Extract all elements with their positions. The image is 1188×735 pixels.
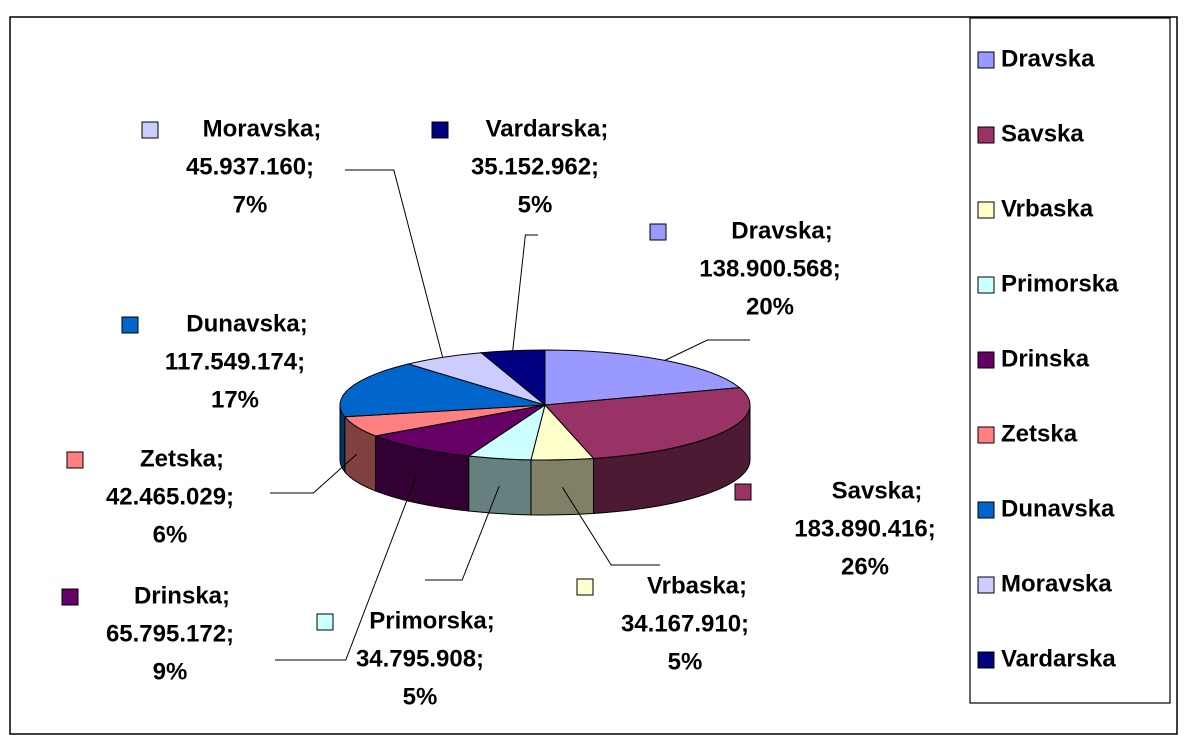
slice-side	[530, 457, 594, 516]
data-label-value: 117.549.174;	[165, 348, 305, 375]
data-label-percent: 9%	[153, 658, 188, 685]
legend-label: Savska	[1001, 120, 1084, 147]
slice	[339, 363, 546, 418]
label-swatch	[141, 121, 159, 139]
data-label-name: Vrbaska;	[647, 572, 747, 599]
slice	[544, 349, 741, 406]
data-label-percent: 5%	[518, 191, 553, 218]
legend-swatch	[977, 501, 995, 519]
legend-swatch	[977, 276, 995, 294]
legend-box	[969, 17, 1171, 704]
legend-swatch	[977, 126, 995, 144]
data-label-value: 42.465.029;	[106, 483, 234, 510]
data-label-name: Primorska;	[369, 607, 494, 634]
leader-line	[270, 453, 358, 494]
legend-swatch	[977, 576, 995, 594]
label-swatch	[649, 223, 667, 241]
leader-line	[512, 234, 538, 351]
data-label-value: 183.890.416;	[794, 515, 935, 542]
data-label-value: 65.795.172;	[106, 620, 234, 647]
slice	[543, 387, 751, 459]
label-swatch	[66, 451, 84, 469]
legend-swatch	[977, 201, 995, 219]
data-label-value: 34.795.908;	[356, 645, 484, 672]
legend-label: Drinska	[1001, 345, 1090, 372]
data-label-value: 34.167.910;	[621, 610, 749, 637]
slice	[479, 349, 546, 407]
data-label-name: Zetska;	[140, 445, 224, 472]
label-swatch	[576, 578, 594, 596]
data-label-percent: 26%	[841, 553, 889, 580]
legend-label: Vardarska	[1001, 645, 1116, 672]
data-label-value: 45.937.160;	[186, 153, 314, 180]
data-label-percent: 5%	[668, 648, 703, 675]
legend-swatch	[977, 51, 995, 69]
data-label-name: Moravska;	[203, 115, 322, 142]
leader-line	[561, 487, 660, 566]
label-swatch	[316, 613, 334, 631]
leader-line	[425, 485, 500, 581]
legend-label: Dunavska	[1001, 495, 1115, 522]
legend-swatch	[977, 651, 995, 669]
label-swatch	[121, 316, 139, 334]
legend-swatch	[977, 426, 995, 444]
legend-label: Zetska	[1001, 420, 1078, 447]
data-label-value: 138.900.568;	[699, 255, 840, 282]
data-label-name: Savska;	[832, 477, 923, 504]
data-label-name: Drinska;	[134, 582, 230, 609]
data-label-name: Vardarska;	[486, 115, 609, 142]
data-label-percent: 6%	[153, 521, 188, 548]
legend-label: Moravska	[1001, 570, 1112, 597]
slice-side	[468, 455, 532, 516]
legend-swatch	[977, 351, 995, 369]
label-swatch	[431, 121, 449, 139]
slice	[373, 404, 546, 457]
leader-line	[345, 169, 444, 358]
label-swatch	[61, 588, 79, 606]
data-label-name: Dravska;	[731, 217, 832, 244]
legend-label: Vrbaska	[1001, 195, 1094, 222]
data-label-name: Dunavska;	[186, 310, 307, 337]
legend-label: Dravska	[1001, 45, 1095, 72]
data-label-percent: 17%	[211, 386, 259, 413]
leader-line	[275, 475, 417, 661]
data-label-percent: 5%	[403, 683, 438, 710]
label-swatch	[734, 483, 752, 501]
data-label-percent: 7%	[233, 191, 268, 218]
legend-label: Primorska	[1001, 270, 1119, 297]
data-label-percent: 20%	[746, 293, 794, 320]
data-label-value: 35.152.962;	[471, 153, 599, 180]
leader-line	[664, 339, 750, 361]
